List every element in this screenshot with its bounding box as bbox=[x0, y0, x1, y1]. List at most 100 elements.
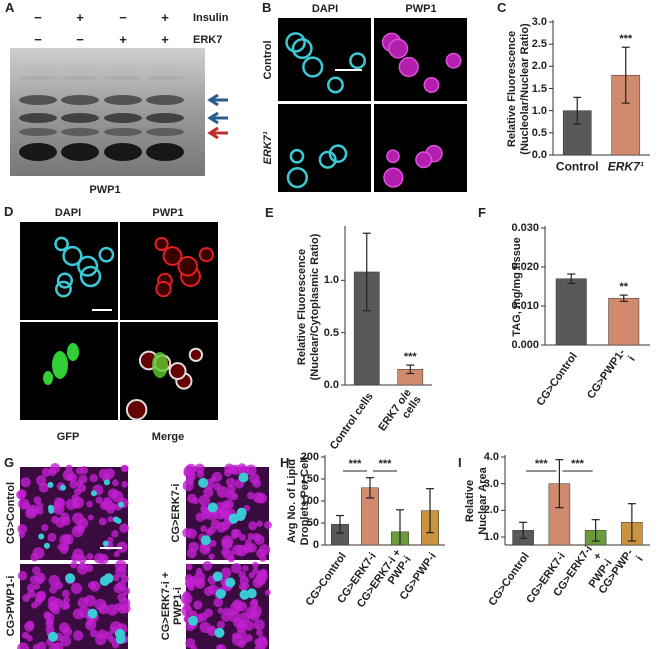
droplet bbox=[227, 555, 235, 563]
droplet bbox=[252, 492, 264, 504]
droplet bbox=[194, 463, 205, 474]
y-axis-label: Relative Fluorescence bbox=[505, 30, 518, 147]
band bbox=[104, 76, 142, 80]
nucleus bbox=[302, 56, 324, 78]
droplet bbox=[116, 580, 127, 590]
nucleus bbox=[162, 246, 183, 266]
nucleus bbox=[98, 246, 115, 263]
y-tick-label: 150 bbox=[300, 472, 319, 485]
droplet bbox=[122, 587, 131, 595]
droplet bbox=[36, 595, 44, 603]
band bbox=[61, 113, 99, 123]
droplet bbox=[33, 583, 40, 590]
gfp-cell bbox=[43, 371, 53, 385]
nucleus bbox=[56, 272, 73, 289]
nucleus bbox=[291, 38, 313, 60]
droplet bbox=[111, 479, 119, 487]
droplet bbox=[77, 597, 89, 608]
image-label: CG>ERK7-i + PWP1-i bbox=[159, 571, 184, 641]
droplet bbox=[61, 589, 70, 598]
droplet bbox=[182, 527, 193, 538]
band bbox=[61, 128, 99, 136]
droplet bbox=[79, 466, 89, 475]
droplet bbox=[49, 585, 58, 594]
nucleus bbox=[55, 280, 72, 298]
droplet bbox=[203, 487, 214, 498]
droplet bbox=[86, 553, 94, 560]
droplet bbox=[119, 523, 129, 533]
droplet bbox=[59, 534, 72, 546]
nucleus bbox=[289, 148, 305, 164]
micrograph bbox=[20, 322, 118, 420]
droplet bbox=[48, 643, 60, 649]
droplet bbox=[208, 553, 215, 560]
droplet bbox=[248, 521, 258, 531]
sign: + bbox=[161, 31, 169, 47]
droplet bbox=[248, 572, 255, 579]
nucleus bbox=[87, 608, 98, 619]
droplet bbox=[120, 464, 129, 473]
nucleus bbox=[188, 615, 199, 626]
droplet bbox=[195, 512, 205, 522]
micrograph bbox=[120, 222, 218, 320]
droplet bbox=[213, 482, 222, 491]
bar bbox=[555, 278, 587, 346]
droplet bbox=[99, 501, 108, 510]
column-label: PWP1 bbox=[405, 2, 437, 15]
droplet bbox=[98, 517, 107, 526]
droplet bbox=[254, 643, 266, 649]
droplet bbox=[202, 561, 213, 571]
micrograph bbox=[278, 18, 371, 101]
gfp-cell bbox=[67, 343, 79, 361]
nucleus bbox=[48, 631, 59, 642]
droplet bbox=[17, 570, 28, 581]
droplet bbox=[216, 644, 223, 649]
droplet bbox=[193, 600, 203, 610]
droplet bbox=[20, 477, 31, 488]
droplet bbox=[264, 521, 272, 529]
droplet bbox=[70, 582, 83, 595]
droplet bbox=[200, 504, 209, 513]
droplet bbox=[26, 504, 39, 517]
droplet bbox=[253, 619, 265, 631]
droplet bbox=[116, 541, 128, 553]
droplet bbox=[61, 516, 71, 526]
band bbox=[61, 95, 99, 105]
droplet bbox=[47, 601, 58, 611]
nucleus bbox=[215, 588, 226, 599]
column-label: PWP1 bbox=[152, 206, 184, 219]
micrographs bbox=[16, 18, 467, 649]
droplet bbox=[46, 618, 54, 626]
y-axis-label: Relative bbox=[463, 479, 476, 523]
droplet bbox=[36, 507, 44, 515]
nucleus bbox=[286, 166, 308, 189]
droplet bbox=[93, 553, 105, 564]
droplet bbox=[264, 589, 271, 596]
droplet bbox=[115, 565, 127, 578]
nucleus bbox=[155, 280, 172, 298]
nucleus bbox=[102, 540, 109, 547]
y-tick-label: 0.020 bbox=[511, 260, 539, 273]
band bbox=[19, 143, 57, 161]
blot-caption: PWP1 bbox=[89, 183, 121, 196]
significance: *** bbox=[403, 351, 417, 364]
nucleus bbox=[318, 150, 337, 169]
panel-letter: I bbox=[458, 454, 462, 470]
nucleus bbox=[90, 490, 97, 497]
nucleus bbox=[115, 628, 126, 639]
panel-letter: C bbox=[497, 0, 507, 15]
nucleus bbox=[235, 510, 246, 521]
droplet bbox=[41, 523, 49, 532]
droplet bbox=[196, 470, 205, 479]
y-tick-label: 2.0 bbox=[531, 60, 547, 73]
y-axis-label: TAG, mg/mg tissue bbox=[510, 236, 523, 337]
y-tick-label: 2.5 bbox=[531, 38, 547, 51]
y-tick-label: 0.000 bbox=[511, 338, 539, 351]
droplet bbox=[58, 622, 70, 634]
droplet bbox=[47, 532, 57, 542]
y-tick-label: 50 bbox=[306, 516, 319, 529]
nucleus bbox=[59, 484, 66, 491]
y-axis-label: Avg No. of Lipid bbox=[285, 459, 298, 543]
panel-letter: E bbox=[265, 204, 274, 220]
